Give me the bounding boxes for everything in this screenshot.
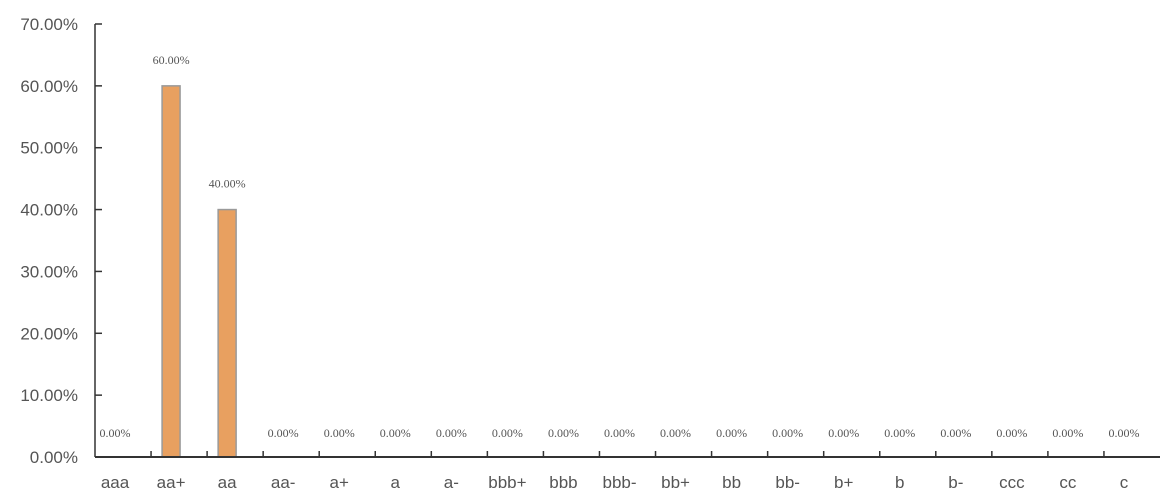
y-axis-ticks: 0.00% 10.00% 20.00% 30.00% 40.00% 50.00% 60.00…: [20, 15, 102, 467]
x-tick-label: aaa: [101, 473, 130, 492]
data-label: 0.00%: [604, 426, 635, 440]
x-tick-label: bbb: [549, 473, 577, 492]
x-tick-label: cc: [1059, 473, 1077, 492]
x-tick-label: a: [391, 473, 401, 492]
y-tick-label: 40.00%: [20, 201, 78, 220]
bars: [161, 85, 237, 458]
x-tick-label: b: [895, 473, 904, 492]
data-label: 60.00%: [153, 53, 190, 67]
y-tick-label: 10.00%: [20, 386, 78, 405]
data-label: 0.00%: [1108, 426, 1139, 440]
data-label: 0.00%: [716, 426, 747, 440]
data-label: 0.00%: [884, 426, 915, 440]
data-label: 0.00%: [1052, 426, 1083, 440]
y-tick-label: 0.00%: [30, 448, 78, 467]
x-tick-label: bb-: [775, 473, 800, 492]
x-tick-label: aa+: [157, 473, 186, 492]
x-tick-label: bbb-: [602, 473, 636, 492]
data-label: 0.00%: [828, 426, 859, 440]
x-tick-label: bb+: [661, 473, 690, 492]
x-axis-ticks: aaa aa+ aa aa-a+ a a-bbb+ bbb bbb-bb+ bb bb-b+ b b-…: [101, 451, 1129, 492]
x-tick-label: a-: [444, 473, 459, 492]
data-label: 0.00%: [324, 426, 355, 440]
y-tick-label: 30.00%: [20, 262, 78, 281]
y-tick-label: 20.00%: [20, 324, 78, 343]
data-label: 0.00%: [492, 426, 523, 440]
data-label: 40.00%: [209, 177, 246, 191]
bar: [217, 208, 237, 458]
x-tick-label: b+: [834, 473, 853, 492]
x-tick-label: aa: [218, 473, 237, 492]
x-tick-label: b-: [948, 473, 963, 492]
data-label: 0.00%: [772, 426, 803, 440]
data-label: 0.00%: [436, 426, 467, 440]
x-tick-label: bbb+: [488, 473, 526, 492]
y-tick-label: 60.00%: [20, 77, 78, 96]
bar: [161, 85, 181, 458]
data-label: 0.00%: [940, 426, 971, 440]
axes: [94, 24, 1160, 458]
data-label: 0.00%: [996, 426, 1027, 440]
y-tick-label: 70.00%: [20, 15, 78, 34]
data-labels: 0.00% 60.00% 40.00% 0.00% 0.00% 0.00% 0.00% 0.0…: [100, 53, 1140, 440]
data-label: 0.00%: [268, 426, 299, 440]
data-label: 0.00%: [548, 426, 579, 440]
x-tick-label: c: [1120, 473, 1129, 492]
x-tick-label: bb: [722, 473, 741, 492]
data-label: 0.00%: [100, 426, 131, 440]
y-tick-label: 50.00%: [20, 139, 78, 158]
x-tick-label: a+: [330, 473, 349, 492]
x-tick-label: ccc: [999, 473, 1025, 492]
data-label: 0.00%: [380, 426, 411, 440]
data-label: 0.00%: [660, 426, 691, 440]
x-tick-label: aa-: [271, 473, 296, 492]
